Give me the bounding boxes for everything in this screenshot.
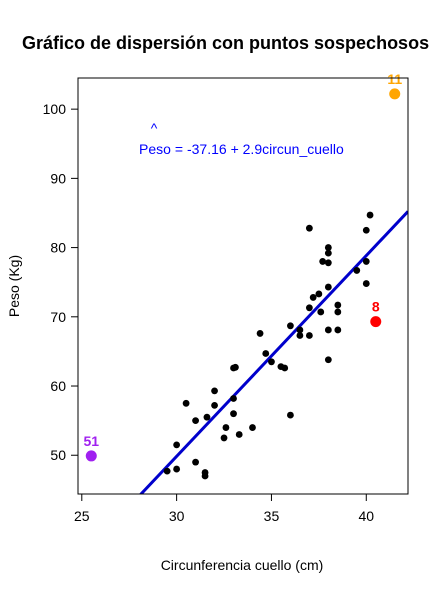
plot-frame (77, 77, 409, 495)
data-point (296, 332, 304, 339)
suspicious-point-label: 51 (83, 433, 99, 449)
data-point (192, 417, 199, 425)
equation-lhs: Peso (139, 141, 171, 157)
data-point (281, 364, 289, 372)
chart-title: Gráfico de dispersión con puntos sospech… (22, 33, 429, 53)
data-point (324, 326, 332, 334)
data-point (353, 267, 361, 274)
data-point (319, 258, 327, 265)
data-point (230, 395, 237, 402)
regression-layer (138, 210, 408, 494)
x-tick-label: 40 (358, 508, 374, 524)
data-point (235, 431, 243, 438)
data-point (324, 283, 332, 291)
data-point (201, 469, 209, 476)
x-tick-label: 35 (264, 508, 280, 524)
suspicious-point (370, 316, 382, 328)
data-point (296, 326, 304, 334)
x-axis: 25 30 35 40 (74, 494, 374, 524)
suspicious-point (85, 450, 97, 462)
y-tick-label: 70 (50, 309, 66, 325)
data-point (324, 249, 332, 257)
highlight-layer: 51 8 11 (83, 71, 402, 462)
data-point (173, 465, 181, 473)
equation-hat: ^ (151, 120, 158, 136)
suspicious-point-label: 11 (387, 71, 402, 87)
data-point (287, 411, 294, 419)
data-point (249, 424, 256, 431)
data-point (362, 258, 370, 265)
data-point (362, 280, 370, 287)
y-tick-label: 50 (50, 447, 66, 463)
suspicious-point (389, 88, 401, 100)
data-point (305, 332, 313, 339)
x-tick-label: 30 (169, 508, 185, 524)
data-point (256, 330, 264, 337)
points-layer (163, 211, 374, 480)
data-point (362, 226, 370, 234)
data-point (305, 304, 313, 312)
data-point (287, 322, 294, 330)
x-tick-label: 25 (74, 508, 90, 524)
equation-rhs: = -37.16 + 2.9circun_cuello (175, 141, 344, 157)
data-point (324, 356, 332, 364)
data-point (315, 290, 323, 298)
data-point (334, 326, 342, 334)
data-point (163, 467, 171, 475)
regression-equation: ^ Peso = -37.16 + 2.9circun_cuello (139, 120, 344, 157)
data-point (366, 211, 374, 219)
data-point (334, 308, 342, 316)
data-point (262, 350, 270, 357)
y-tick-label: 90 (50, 170, 66, 186)
suspicious-point-label: 8 (372, 299, 380, 315)
data-point (211, 402, 218, 409)
data-point (324, 244, 332, 251)
data-point (211, 387, 218, 395)
y-axis: 50 60 70 80 90 100 (43, 101, 78, 463)
data-point (182, 399, 190, 407)
regression-line (138, 210, 408, 494)
data-point (232, 363, 239, 371)
data-point (192, 458, 199, 466)
y-tick-label: 100 (43, 101, 67, 117)
y-tick-label: 80 (50, 240, 66, 256)
y-tick-label: 60 (50, 378, 66, 394)
data-point (220, 434, 228, 442)
y-axis-label: Peso (Kg) (6, 255, 22, 317)
data-point (309, 294, 317, 301)
data-point (230, 410, 237, 418)
data-point (173, 441, 181, 449)
data-point (268, 358, 275, 366)
data-point (203, 413, 211, 421)
data-point (305, 224, 313, 232)
x-axis-label: Circunferencia cuello (cm) (161, 557, 324, 573)
data-point (222, 424, 230, 431)
data-point (324, 259, 332, 267)
equation-text: Peso = -37.16 + 2.9circun_cuello (139, 141, 344, 157)
data-point (334, 301, 342, 309)
data-point (317, 308, 325, 316)
